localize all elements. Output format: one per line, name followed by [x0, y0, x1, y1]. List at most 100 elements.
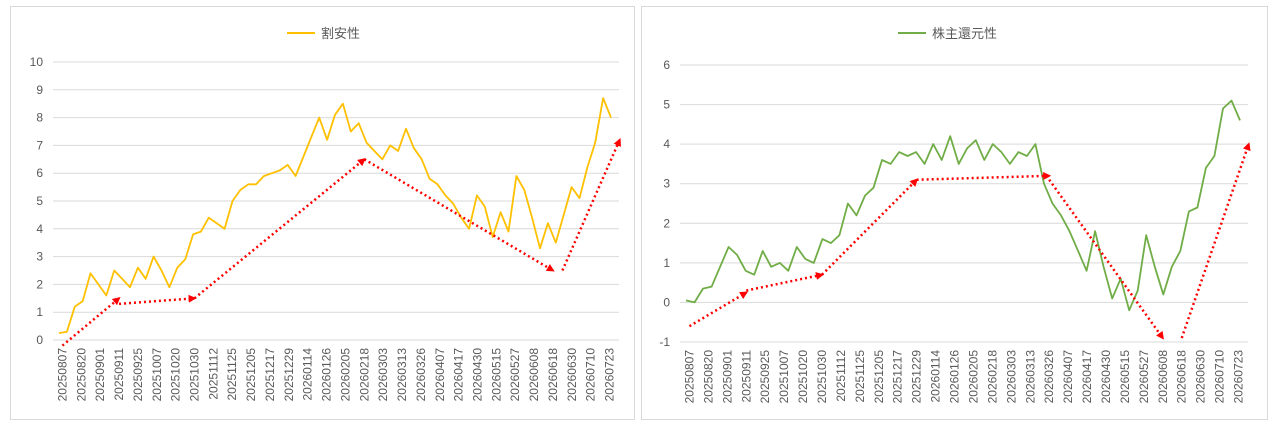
x-tick-label: 20250901 [93, 348, 107, 402]
x-tick-label: 20250911 [112, 348, 126, 401]
x-tick-label: 20260417 [1080, 350, 1094, 404]
x-tick-label: 20260303 [376, 348, 390, 402]
x-tick-label: 20260527 [1137, 350, 1151, 404]
x-tick-label: 20260618 [1175, 350, 1189, 404]
x-tick-label: 20260205 [966, 350, 980, 404]
y-tick-label: 0 [36, 333, 43, 347]
legend-swatch [898, 31, 926, 34]
x-tick-label: 20260710 [584, 348, 598, 402]
trend-arrow [821, 178, 919, 276]
y-tick-label: 1 [663, 256, 670, 270]
y-tick-label: -1 [659, 335, 670, 349]
x-tick-label: 20260608 [1156, 350, 1170, 404]
x-tick-label: 20260710 [1213, 350, 1227, 404]
trend-arrow [746, 272, 824, 292]
x-tick-label: 20251217 [891, 350, 905, 404]
x-tick-label: 20260515 [489, 348, 503, 402]
trend-arrow [916, 171, 1052, 182]
trend-arrow [1180, 142, 1251, 339]
x-tick-label: 20251030 [815, 350, 829, 404]
y-tick-label: 5 [36, 194, 43, 208]
x-tick-label: 20260326 [414, 348, 428, 402]
x-tick-label: 20250925 [758, 350, 772, 404]
line-chart-value: 0 1 2 3 4 5 6 7 8 9 10 20250807 20250820 20250901 2025… [30, 55, 621, 402]
trend-arrow [1048, 179, 1164, 340]
line-chart-shareholder-return: -1 0 1 2 3 4 5 6 20250807 20250820 20250901 2025091… [659, 58, 1251, 404]
x-tick-label: 20260407 [433, 348, 447, 402]
x-tick-label: 20251112 [206, 348, 220, 400]
y-tick-label: 10 [30, 55, 44, 69]
y-tick-label: 6 [663, 58, 670, 72]
chart-panel-shareholder-return: 株主還元性 -1 0 1 2 3 4 5 6 20250807 20250820 20250901 2… [641, 6, 1268, 420]
x-tick-label: 20260218 [985, 350, 999, 404]
x-tick-label: 20250901 [720, 350, 734, 404]
trend-arrow [561, 138, 621, 272]
x-tick-label: 20250911 [739, 350, 753, 403]
legend-label: 株主還元性 [932, 26, 998, 41]
x-tick-label: 20260114 [929, 350, 943, 403]
y-tick-label: 4 [36, 222, 43, 236]
x-tick-label: 20250820 [701, 350, 715, 404]
y-tick-label: 5 [663, 98, 670, 112]
x-tick-label: 20260430 [471, 348, 485, 402]
trend-arrow [61, 297, 121, 347]
x-tick-label: 20260630 [1194, 350, 1208, 404]
trend-arrow [118, 294, 197, 306]
y-tick-label: 1 [36, 305, 43, 319]
x-tick-label: 20260417 [452, 348, 466, 402]
x-tick-label: 20251030 [188, 348, 202, 402]
x-tick-label: 20260126 [948, 350, 962, 404]
x-tick-label: 20251205 [244, 348, 258, 402]
x-tick-label: 20251020 [169, 348, 183, 402]
x-tick-label: 20260205 [338, 348, 352, 402]
x-tick-label: 20250807 [682, 350, 696, 404]
x-tick-label: 20260326 [1042, 350, 1056, 404]
chart-legend: 株主還元性 [898, 23, 997, 42]
x-tick-label: 20251229 [910, 350, 924, 404]
x-tick-label: 20260630 [565, 348, 579, 402]
x-tick-label: 20251007 [777, 350, 791, 404]
trend-arrow [363, 158, 555, 272]
x-tick-label: 20260618 [546, 348, 560, 402]
y-tick-label: 6 [36, 166, 43, 180]
x-tick-label: 20251205 [872, 350, 886, 404]
x-tick-label: 20260303 [1004, 350, 1018, 404]
x-tick-label: 20251020 [796, 350, 810, 404]
series-line [685, 99, 1241, 312]
series-line [58, 97, 612, 334]
x-tick-label: 20260515 [1118, 350, 1132, 404]
x-tick-label: 20260313 [395, 348, 409, 402]
y-tick-label: 7 [36, 138, 43, 152]
x-tick-label: 20260723 [603, 348, 617, 402]
y-tick-label: 2 [36, 277, 43, 291]
x-tick-label: 20260407 [1061, 350, 1075, 404]
x-tick-label: 20251125 [853, 350, 867, 403]
x-tick-label: 20251229 [282, 348, 296, 402]
y-tick-label: 2 [663, 216, 670, 230]
y-tick-label: 8 [36, 111, 43, 125]
y-tick-label: 3 [36, 250, 43, 264]
y-tick-label: 0 [663, 295, 670, 309]
x-tick-label: 20251125 [225, 348, 239, 401]
x-tick-label: 20251007 [150, 348, 164, 402]
x-tick-label: 20251217 [263, 348, 277, 402]
x-tick-label: 20250820 [74, 348, 88, 402]
trend-arrow [193, 158, 366, 300]
legend-label: 割安性 [321, 26, 361, 41]
chart-panel-value: 割安性 0 1 2 3 4 5 6 7 8 9 10 20250807 20250820 20250901… [10, 6, 635, 420]
legend-swatch [287, 31, 315, 34]
trend-arrow [688, 291, 748, 328]
x-tick-label: 20260527 [508, 348, 522, 402]
x-tick-label: 20260430 [1099, 350, 1113, 404]
y-tick-label: 4 [663, 137, 670, 151]
x-tick-label: 20260114 [301, 348, 315, 401]
y-tick-label: 3 [663, 177, 670, 191]
x-tick-label: 20260723 [1232, 350, 1246, 404]
x-tick-label: 20251112 [834, 350, 848, 402]
x-tick-label: 20260126 [320, 348, 334, 402]
x-tick-label: 20260218 [357, 348, 371, 402]
y-tick-label: 9 [36, 83, 43, 97]
chart-legend: 割安性 [287, 23, 360, 42]
x-tick-label: 20250807 [55, 348, 69, 402]
x-tick-label: 20250925 [131, 348, 145, 402]
